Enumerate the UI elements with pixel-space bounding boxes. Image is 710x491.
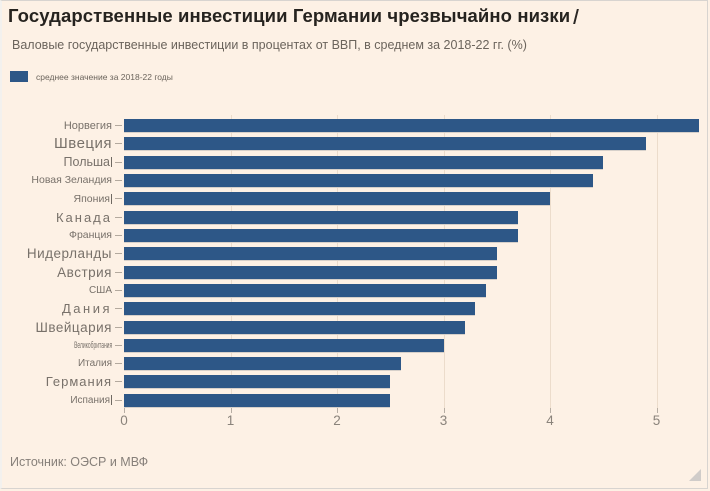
y-axis-tick — [115, 125, 122, 126]
bar — [124, 265, 497, 279]
x-axis-tick — [230, 408, 232, 413]
category-label: Австрия — [2, 264, 112, 280]
x-axis-tick-label: 3 — [439, 413, 448, 428]
bar — [124, 357, 401, 371]
source-note: Источник: ОЭСР и МВФ — [10, 455, 149, 469]
y-axis-tick — [115, 179, 122, 181]
bar — [124, 393, 391, 407]
bar — [124, 137, 646, 151]
x-axis-tick — [443, 408, 445, 413]
gridline — [550, 115, 551, 410]
category-label: США — [2, 284, 112, 297]
bar — [124, 210, 519, 224]
category-label: Великобритания — [2, 339, 112, 352]
bar — [124, 228, 519, 242]
bar — [124, 173, 593, 187]
category-label: Франция — [2, 229, 112, 242]
legend-swatch-icon — [10, 71, 28, 82]
gridline — [656, 115, 658, 410]
x-axis-tick — [124, 408, 125, 413]
category-label-text: Япония — [73, 192, 110, 205]
x-axis-tick-label: 5 — [652, 413, 661, 428]
y-axis-tick — [115, 289, 122, 291]
text-cursor-icon — [111, 157, 112, 168]
bar — [124, 302, 476, 316]
category-label-text: Норвегия — [63, 119, 112, 132]
y-axis-tick — [115, 363, 122, 365]
category-label: Новая Зеландия — [2, 174, 112, 187]
category-label-text: Дания — [61, 301, 112, 317]
category-label: Германия — [2, 374, 112, 390]
y-axis-tick — [115, 198, 122, 200]
text-cursor-icon — [111, 193, 112, 204]
category-label-text: Швейцария — [35, 319, 112, 335]
y-axis-tick — [115, 253, 122, 255]
bar — [124, 119, 700, 132]
y-axis-tick — [115, 308, 122, 310]
gridline — [443, 115, 445, 410]
category-label-text: Германия — [45, 374, 112, 390]
bar — [124, 320, 465, 334]
category-label: Норвегия — [2, 119, 112, 132]
text-cursor-icon — [111, 395, 112, 406]
y-axis-tick — [115, 271, 122, 273]
category-label: Швеция — [2, 135, 112, 153]
y-axis-tick — [115, 161, 122, 163]
x-axis-tick — [656, 408, 658, 413]
chart-title[interactable]: Государственные инвестиции Германии чрез… — [8, 5, 580, 27]
y-axis-tick — [115, 326, 122, 328]
category-label[interactable]: Япония — [2, 192, 112, 205]
category-label-text: Швеция — [54, 135, 112, 153]
y-axis-tick — [115, 234, 122, 236]
category-label: Италия — [2, 357, 112, 370]
x-axis-tick — [337, 408, 338, 413]
category-label-text: Новая Зеландия — [31, 174, 112, 187]
bar — [124, 283, 487, 297]
category-label: Дания — [2, 301, 112, 317]
x-axis-tick-label: 0 — [120, 413, 128, 428]
gridline — [337, 115, 338, 410]
category-label-text: Нидерланды — [26, 246, 112, 262]
bar — [124, 192, 550, 206]
legend-label: среднее значение за 2018-22 годы — [36, 71, 173, 82]
y-axis-tick — [115, 399, 122, 401]
x-axis-tick-label: 1 — [226, 413, 235, 428]
x-axis-tick — [550, 408, 551, 413]
category-label-text: Великобритания — [73, 340, 112, 351]
bar — [124, 247, 497, 261]
category-label-text: Испания — [70, 394, 110, 406]
category-label-text: Австрия — [57, 264, 112, 280]
category-label: Нидерланды — [2, 246, 112, 262]
category-label: Швейцария — [2, 319, 112, 335]
y-axis-tick — [115, 143, 122, 145]
y-axis-tick — [115, 216, 122, 218]
y-axis-tick — [115, 381, 122, 383]
category-label-text: Польша — [63, 155, 110, 170]
bar — [124, 338, 444, 352]
category-label: Канада — [2, 209, 112, 225]
category-label[interactable]: Польша — [2, 155, 112, 170]
category-label-text: Италия — [77, 358, 112, 370]
category-label-text: Франция — [68, 229, 112, 242]
category-label[interactable]: Испания — [2, 394, 112, 407]
bar — [124, 155, 604, 169]
bar-chart: Норвегия Швеция Польша Новая Зеландия Япония… — [2, 1, 707, 446]
chart-title-text: Государственные инвестиции Германии чрез… — [8, 5, 571, 26]
x-axis-tick-label: 4 — [546, 413, 554, 428]
legend: среднее значение за 2018-22 годы — [10, 71, 173, 82]
y-axis-tick — [115, 344, 122, 346]
resize-grip-icon[interactable] — [689, 469, 701, 481]
category-label-text: США — [88, 284, 112, 296]
category-label-text: Канада — [55, 209, 112, 225]
bar — [124, 375, 391, 389]
gridline — [230, 115, 232, 410]
x-axis-tick-label: 2 — [333, 413, 341, 428]
chart-subtitle: Валовые государственные инвестиции в про… — [12, 38, 527, 52]
